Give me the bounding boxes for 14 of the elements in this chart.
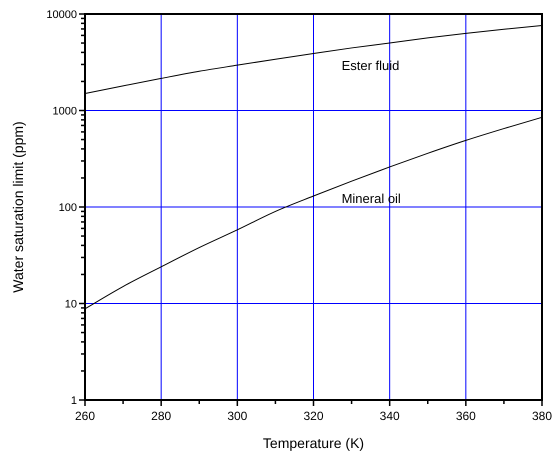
x-axis-title: Temperature (K) — [262, 435, 364, 451]
x-tick-label: 260 — [74, 409, 96, 423]
y-tick-label: 10 — [64, 298, 77, 310]
y-tick-label: 1000 — [52, 106, 77, 118]
y-axis-title: Water saturation limit (ppm) — [10, 121, 26, 293]
x-tick-label: 280 — [151, 409, 172, 423]
x-tick-label: 360 — [456, 409, 476, 423]
x-tick-label: 380 — [532, 409, 552, 423]
x-tick-label: 340 — [380, 409, 400, 423]
x-tick-label: 300 — [227, 409, 248, 423]
y-tick-label: 100 — [58, 202, 77, 214]
y-tick-label: 10000 — [46, 9, 77, 21]
x-tick-label: 320 — [303, 409, 324, 423]
y-tick-label: 1 — [70, 395, 77, 407]
